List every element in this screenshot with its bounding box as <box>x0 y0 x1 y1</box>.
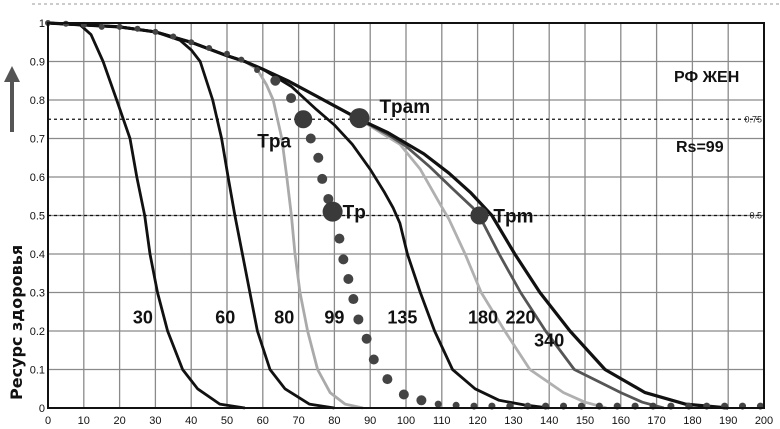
data-point <box>188 39 195 46</box>
marker-tpam <box>349 108 370 129</box>
x-tick-label: 160 <box>612 415 630 427</box>
x-tick-label: 100 <box>397 415 415 427</box>
curve-label: 99 <box>324 307 344 327</box>
data-point <box>398 389 409 400</box>
x-tick-label: 60 <box>257 415 269 427</box>
reference-lines: 0.75 0.5 <box>48 114 762 221</box>
data-point <box>313 152 324 163</box>
y-tick-label: 0.9 <box>30 57 45 69</box>
data-point <box>343 274 354 285</box>
x-tick-label: 200 <box>755 415 773 427</box>
rs-annotation: Rs=99 <box>676 139 724 156</box>
curve-label: 30 <box>133 307 153 327</box>
series-group <box>45 20 764 410</box>
x-tick-label: 40 <box>185 415 197 427</box>
data-point <box>323 193 334 204</box>
x-tick-label: 20 <box>113 415 125 427</box>
data-point <box>305 133 316 144</box>
x-tick-label: 30 <box>149 415 161 427</box>
data-point <box>98 23 105 30</box>
up-arrow-icon <box>4 66 20 132</box>
curve-label: 340 <box>534 330 564 350</box>
y-tick-label: 0.7 <box>30 134 45 146</box>
data-point <box>382 374 393 385</box>
x-tick-label: 190 <box>719 415 737 427</box>
x-tick-label: 170 <box>647 415 665 427</box>
data-point <box>238 56 245 63</box>
curve-labels: 30 60 80 99 135 180 220 340 <box>133 307 564 350</box>
group-annotation: РФ ЖЕН <box>674 69 739 86</box>
reference-line-label: 0.75 <box>744 114 762 124</box>
data-point <box>348 294 359 305</box>
x-tick-label: 10 <box>78 415 90 427</box>
x-tick-label: 110 <box>433 415 451 427</box>
curve-label: 60 <box>215 307 235 327</box>
data-point <box>286 93 297 104</box>
y-tick-label: 0.1 <box>30 365 45 377</box>
data-point <box>368 354 379 365</box>
x-tick-label: 140 <box>540 415 558 427</box>
y-tick-label: 1 <box>39 18 45 30</box>
curve-label: 80 <box>274 307 294 327</box>
plot-frame <box>47 22 765 409</box>
x-tick-label: 150 <box>576 415 594 427</box>
markers-group: Tpa Tpam Tp Tpm <box>257 97 533 227</box>
curve-label: 220 <box>506 307 536 327</box>
x-tick-label: 180 <box>683 415 701 427</box>
y-axis-label: Ресурс здоровья <box>7 245 26 400</box>
data-point <box>116 23 123 30</box>
data-point <box>317 173 328 184</box>
x-tick-label: 70 <box>292 415 304 427</box>
marker-label: Tpm <box>493 207 533 228</box>
x-tick-label: 120 <box>468 415 486 427</box>
data-point <box>338 254 349 265</box>
data-point <box>206 45 213 52</box>
curve-label: 135 <box>387 307 417 327</box>
x-tick-label: 90 <box>364 415 376 427</box>
data-point <box>152 28 159 35</box>
data-point <box>334 233 345 244</box>
y-tick-label: 0.4 <box>30 249 45 261</box>
marker-label: Tpa <box>257 131 291 152</box>
data-point <box>254 66 261 73</box>
x-tick-label: 0 <box>45 415 51 427</box>
series-99-dots <box>45 20 764 410</box>
x-tick-label: 130 <box>504 415 522 427</box>
marker-label: Tpam <box>379 97 430 118</box>
y-tick-label: 0.8 <box>30 95 45 107</box>
data-point <box>353 314 364 325</box>
marker-tpa <box>294 110 313 129</box>
y-tick-label: 0.6 <box>30 172 45 184</box>
data-point <box>270 75 281 86</box>
marker-label: Tp <box>343 203 366 224</box>
data-point <box>434 400 442 408</box>
x-tick-label: 50 <box>221 415 233 427</box>
y-tick-label: 0.2 <box>30 326 45 338</box>
reference-line-label: 0.5 <box>749 211 762 221</box>
y-tick-label: 0.3 <box>30 288 45 300</box>
data-point <box>224 50 230 57</box>
tick-labels: 0 10 20 30 40 50 60 70 80 90 100 110 120 130 140 150 160… <box>30 18 773 427</box>
series-30-line <box>47 21 246 410</box>
y-tick-label: 0.5 <box>30 211 45 223</box>
marker-tp <box>322 201 343 222</box>
data-point <box>170 33 177 40</box>
data-point <box>361 333 372 344</box>
x-tick-label: 80 <box>328 415 340 427</box>
y-tick-label: 0 <box>39 403 45 415</box>
curve-label: 180 <box>468 307 498 327</box>
data-point <box>416 395 427 406</box>
series-340-line <box>47 21 729 410</box>
marker-tpm <box>470 206 489 225</box>
data-point <box>134 25 141 32</box>
